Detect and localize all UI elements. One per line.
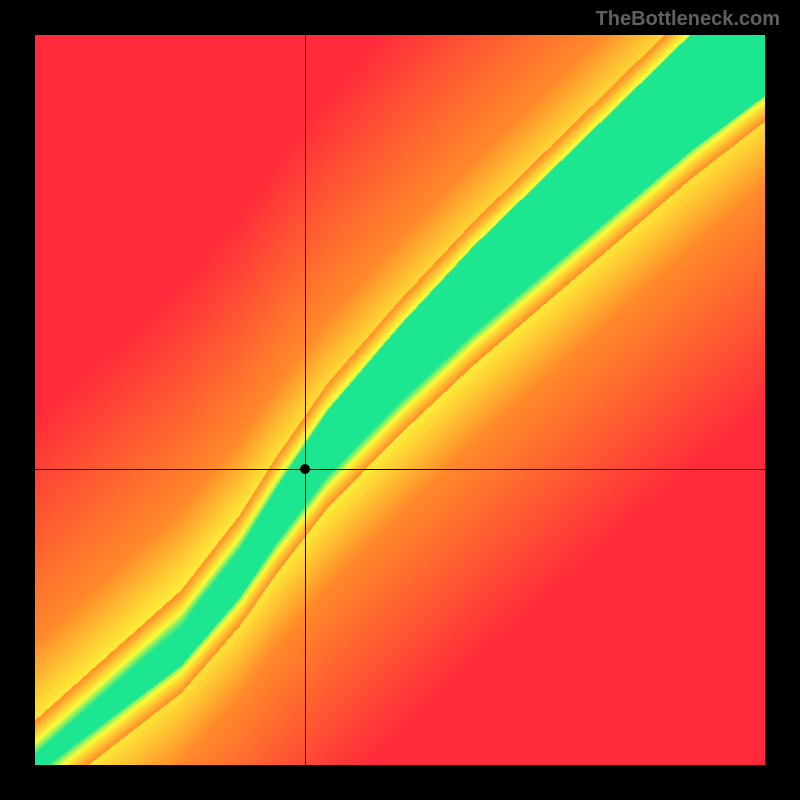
heatmap-canvas <box>35 35 765 765</box>
watermark-text: TheBottleneck.com <box>596 8 780 31</box>
plot-area <box>35 35 765 765</box>
chart-container: TheBottleneck.com <box>0 0 800 800</box>
crosshair-vertical <box>305 35 306 765</box>
crosshair-horizontal <box>35 469 765 470</box>
crosshair-marker <box>300 464 310 474</box>
